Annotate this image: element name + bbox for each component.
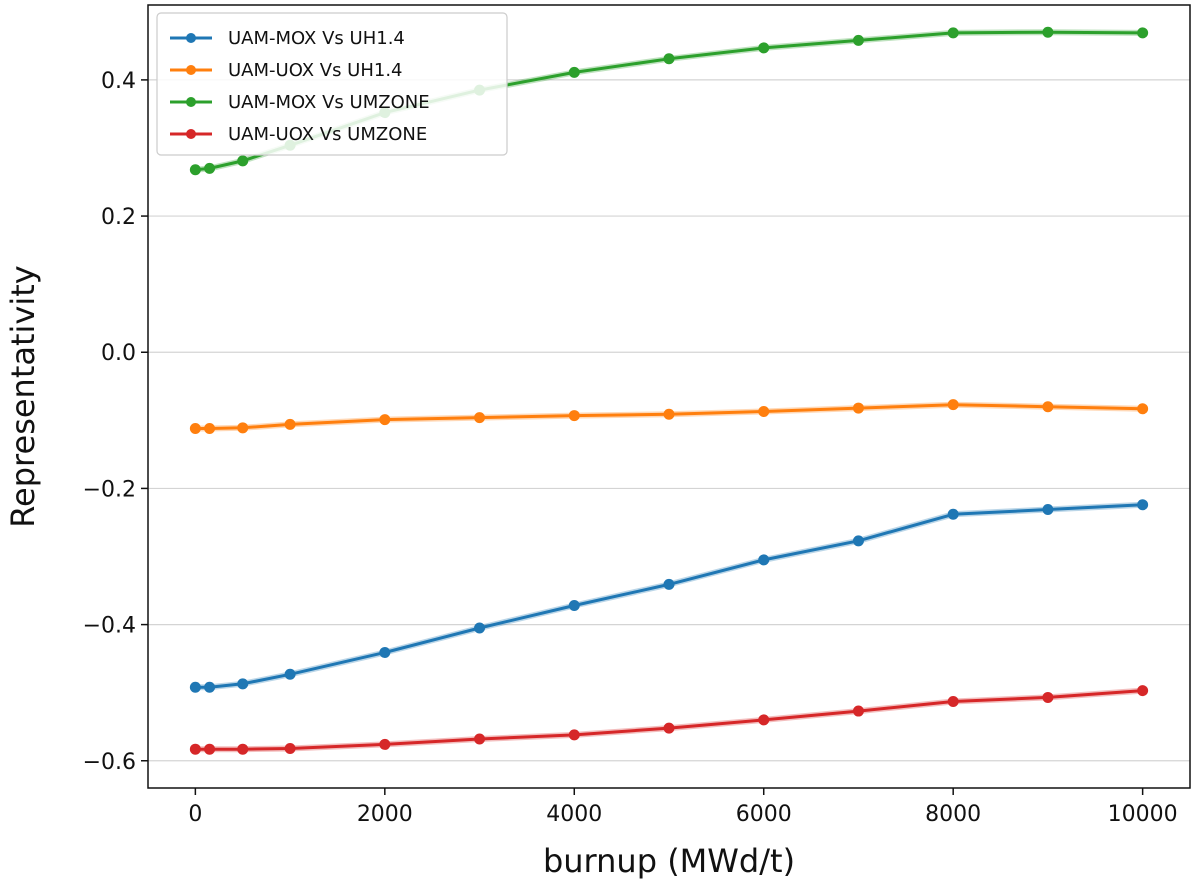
- legend-item: UAM-UOX Vs UH1.4: [170, 60, 403, 81]
- y-tick-label: −0.6: [83, 750, 136, 775]
- x-tick-label: 6000: [736, 802, 792, 827]
- y-axis-title: Representativity: [4, 265, 42, 527]
- data-point: [379, 414, 391, 426]
- series-band: [195, 501, 1143, 691]
- legend-swatch-marker: [186, 129, 196, 139]
- data-point: [852, 402, 864, 414]
- data-point: [474, 733, 486, 745]
- data-point: [237, 422, 249, 434]
- data-point: [568, 729, 580, 741]
- data-point: [852, 34, 864, 46]
- data-point: [1042, 401, 1054, 413]
- x-tick-label: 8000: [925, 802, 981, 827]
- x-tick-label: 2000: [357, 802, 413, 827]
- x-tick-label: 10000: [1108, 802, 1178, 827]
- data-point: [758, 554, 770, 566]
- data-point: [204, 743, 216, 755]
- data-point: [237, 155, 249, 167]
- legend-label: UAM-UOX Vs UH1.4: [228, 60, 403, 81]
- data-point: [284, 668, 296, 680]
- data-point: [1042, 504, 1054, 516]
- series-line: [195, 503, 1143, 689]
- data-point: [284, 418, 296, 430]
- legend-swatch-marker: [186, 97, 196, 107]
- data-point: [204, 681, 216, 693]
- data-point: [189, 164, 201, 176]
- data-point: [379, 647, 391, 659]
- data-point: [758, 42, 770, 54]
- data-point: [189, 423, 201, 435]
- data-point: [758, 405, 770, 417]
- data-point: [663, 578, 675, 590]
- data-point: [237, 678, 249, 690]
- data-point: [947, 508, 959, 520]
- y-tick-label: 0.4: [101, 69, 136, 94]
- legend-item: UAM-UOX Vs UMZONE: [170, 124, 427, 145]
- data-point: [663, 408, 675, 420]
- tick-layer: −0.6 −0.4 −0.2 0.0 0.2 0.4 0 2000 4000 6000 8000 10…: [83, 69, 1178, 827]
- data-point: [947, 696, 959, 708]
- data-point: [568, 600, 580, 612]
- data-point: [663, 722, 675, 734]
- legend-item: UAM-MOX Vs UMZONE: [170, 92, 430, 113]
- data-point: [1137, 27, 1149, 39]
- legend-label: UAM-MOX Vs UMZONE: [228, 92, 430, 113]
- data-point: [1137, 499, 1149, 511]
- legend: UAM-MOX Vs UH1.4 UAM-UOX Vs UH1.4 UAM-MOX …: [156, 12, 508, 156]
- legend-label: UAM-MOX Vs UH1.4: [228, 28, 405, 49]
- legend-item: UAM-MOX Vs UH1.4: [170, 28, 405, 49]
- series-uam-mox-vs-umzone: [189, 26, 1149, 176]
- data-point: [1137, 403, 1149, 415]
- data-point: [189, 743, 201, 755]
- x-tick-label: 4000: [546, 802, 602, 827]
- series-uam-uox-vs-umzone: [189, 685, 1149, 755]
- data-point: [947, 399, 959, 411]
- data-point: [568, 410, 580, 422]
- y-tick-label: 0.2: [101, 205, 136, 230]
- y-tick-label: −0.4: [83, 614, 136, 639]
- data-point: [1137, 685, 1149, 697]
- series-layer: [189, 26, 1149, 755]
- series-line: [195, 689, 1143, 751]
- legend-swatch-marker: [186, 65, 196, 75]
- data-point: [758, 714, 770, 726]
- data-point: [189, 681, 201, 693]
- series-uam-mox-vs-uh1-4: [189, 499, 1149, 693]
- data-point: [852, 535, 864, 547]
- data-point: [284, 743, 296, 755]
- legend-box: [156, 12, 508, 156]
- y-tick-label: 0.0: [101, 341, 136, 366]
- x-tick-label: 0: [188, 802, 202, 827]
- legend-label: UAM-UOX Vs UMZONE: [228, 124, 427, 145]
- series-uam-uox-vs-uh1-4: [189, 399, 1149, 435]
- data-point: [1042, 691, 1054, 703]
- data-point: [852, 705, 864, 717]
- y-tick-label: −0.2: [83, 477, 136, 502]
- data-point: [204, 423, 216, 435]
- data-point: [1042, 26, 1054, 38]
- data-point: [663, 53, 675, 65]
- data-point: [379, 738, 391, 750]
- legend-swatch-marker: [186, 33, 196, 43]
- data-point: [474, 622, 486, 634]
- data-point: [568, 66, 580, 78]
- data-point: [237, 743, 249, 755]
- data-point: [204, 162, 216, 174]
- data-point: [947, 27, 959, 39]
- x-axis-title: burnup (MWd/t): [543, 842, 795, 880]
- plot-frame: [147, 4, 1191, 789]
- grid-layer: [148, 79, 1190, 762]
- data-point: [474, 412, 486, 424]
